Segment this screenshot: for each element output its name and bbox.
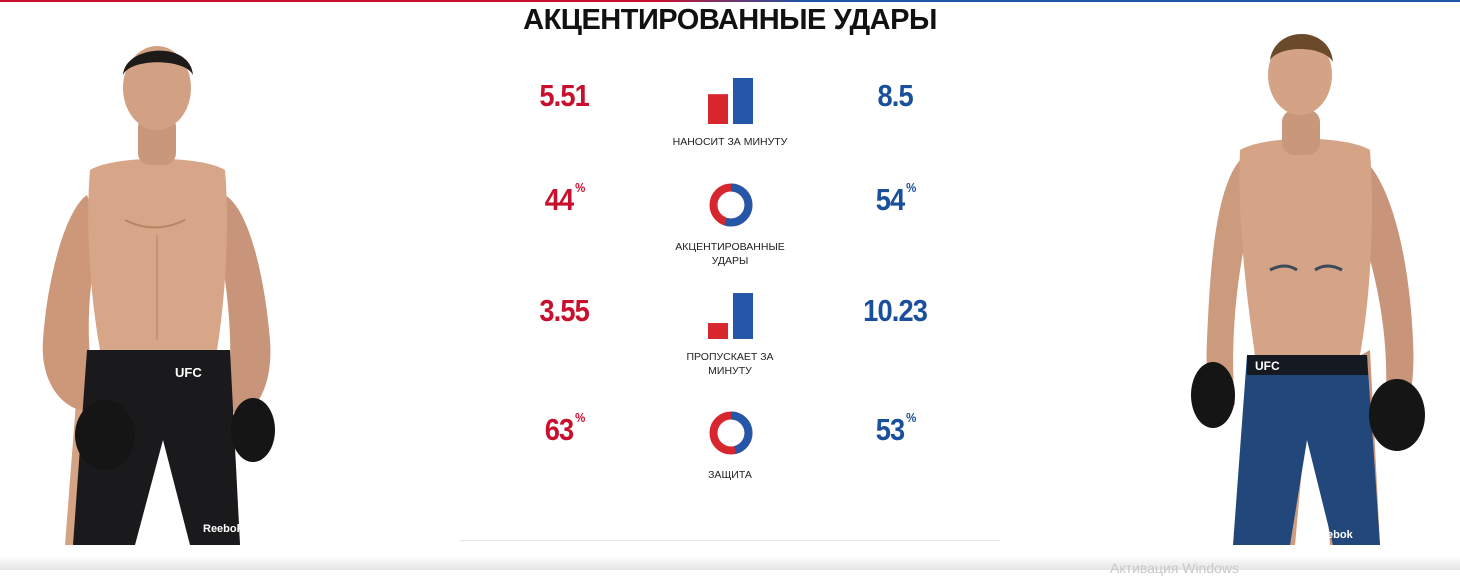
top-accent-line [0, 0, 1460, 2]
sponsor-text: Reebok [1313, 529, 1354, 541]
sponsor-text: Reebok [203, 523, 244, 535]
section-title: АКЦЕНТИРОВАННЫЕ УДАРЫ [523, 4, 937, 36]
shorts-brand-text: UFC [1255, 359, 1280, 373]
blue-corner-fighter-image: UFC Reebok [1191, 33, 1425, 545]
blue-bar [733, 293, 753, 339]
bottom-shade [0, 556, 1460, 570]
blue-bar [733, 78, 753, 124]
windows-activation-watermark: Активация Windows [1110, 560, 1240, 576]
section-divider [460, 540, 1000, 541]
ring-compare-icon [709, 411, 753, 455]
ring-blue-arc [709, 411, 753, 455]
bar-compare-icon [708, 78, 753, 124]
red-bar [708, 323, 728, 339]
red-strike-accuracy: 44% [544, 180, 586, 217]
red-bar [708, 94, 728, 124]
red-strikes-landed-per-min: 5.51 [539, 78, 589, 113]
stat-label-accuracy: АКЦЕНТИРОВАННЫЕ УДАРЫ [675, 241, 785, 267]
blue-strikes-absorbed-per-min: 10.23 [863, 293, 928, 328]
ring-blue-arc [709, 183, 753, 227]
ring-compare-icon [709, 183, 753, 227]
bar-compare-icon [708, 293, 753, 339]
blue-defense: 53% [875, 410, 917, 447]
red-strikes-absorbed-per-min: 3.55 [539, 293, 589, 328]
stat-label-landed-per-min: НАНОСИТ ЗА МИНУТУ [672, 136, 788, 148]
stat-label-absorbed-per-min: ПРОПУСКАЕТ ЗА МИНУТУ [686, 351, 774, 377]
blue-strikes-landed-per-min: 8.5 [877, 78, 913, 113]
red-defense: 63% [544, 410, 586, 447]
stat-label-defense: ЗАЩИТА [708, 469, 752, 481]
shorts-brand-text: UFC [175, 365, 202, 380]
blue-strike-accuracy: 54% [875, 180, 917, 217]
red-corner-fighter-image: UFC Reebok [42, 46, 275, 545]
